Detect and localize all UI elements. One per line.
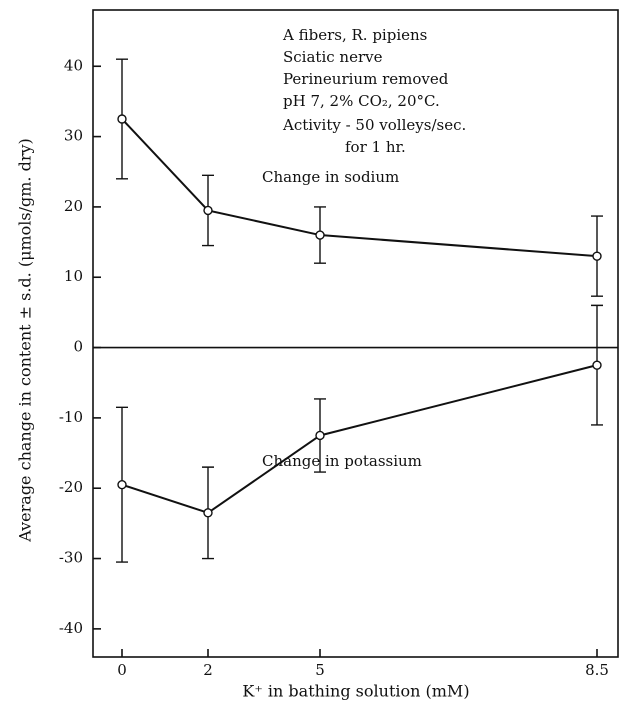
series-label: Change in potassium	[262, 452, 422, 470]
y-tick-label: -20	[59, 478, 83, 496]
series-line	[121, 118, 598, 258]
y-tick-label: 0	[73, 338, 83, 356]
y-tick-label: -10	[59, 408, 83, 426]
x-tick-label: 8.5	[585, 661, 609, 679]
y-tick-label: 20	[64, 197, 83, 215]
data-point	[117, 114, 127, 124]
annotation: A fibers, R. pipiens	[282, 26, 427, 44]
annotation: Perineurium removed	[283, 70, 449, 88]
data-point	[315, 230, 325, 240]
y-tick-label: 40	[64, 56, 83, 74]
y-tick-label: 10	[64, 267, 83, 285]
data-point	[203, 508, 213, 518]
series-line	[121, 364, 598, 514]
x-tick-label: 2	[203, 661, 213, 679]
y-tick-label: -30	[59, 549, 83, 567]
x-axis-label: K⁺ in bathing solution (mM)	[242, 682, 469, 701]
annotation: pH 7, 2% CO₂, 20°C.	[283, 92, 440, 110]
annotation: for 1 hr.	[345, 138, 406, 156]
data-point	[315, 430, 325, 441]
y-tick-label: 30	[64, 127, 83, 145]
x-tick-label: 5	[315, 661, 325, 679]
data-point	[592, 360, 602, 370]
series-label: Change in sodium	[262, 168, 399, 186]
data-point	[117, 480, 127, 490]
y-tick-label: -40	[59, 619, 83, 637]
data-point	[203, 205, 213, 216]
annotation: Activity - 50 volleys/sec.	[282, 116, 466, 134]
data-point	[592, 251, 602, 261]
x-tick-label: 0	[117, 661, 127, 679]
y-axis-label: Average change in content ± s.d. (μmols/…	[16, 138, 35, 543]
plot-frame	[92, 9, 619, 658]
annotation: Sciatic nerve	[283, 48, 383, 66]
